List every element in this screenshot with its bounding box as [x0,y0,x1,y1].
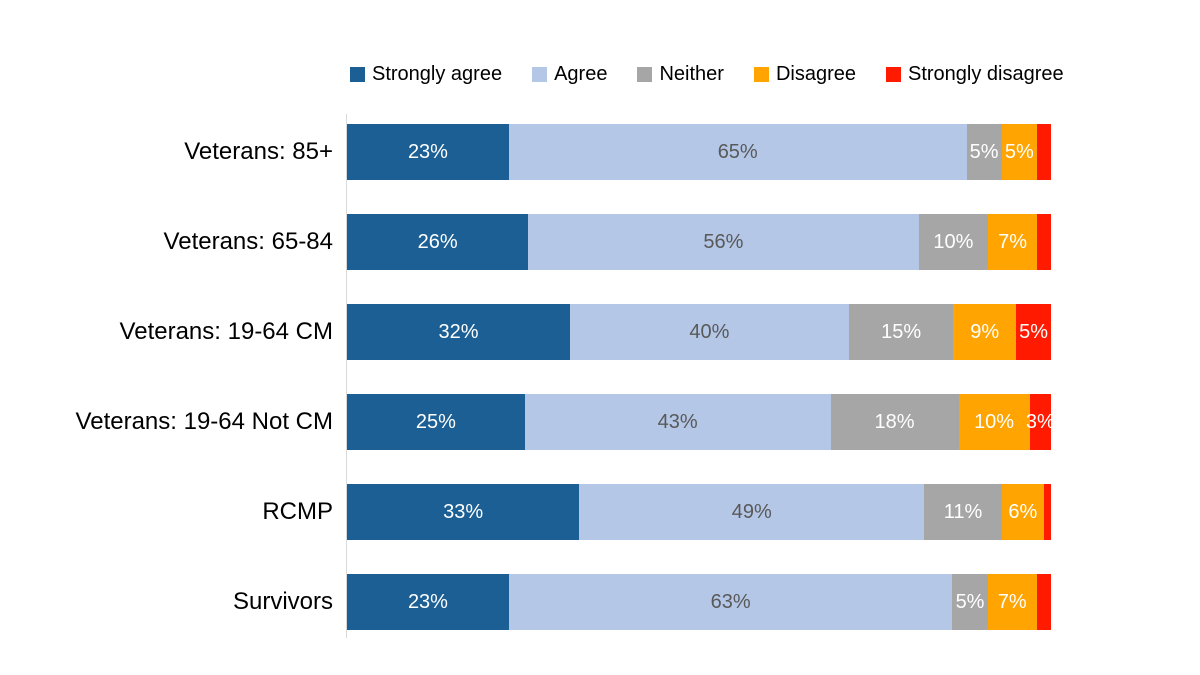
segment-neither: 5% [952,574,988,630]
segment-neither: 5% [966,124,1002,180]
legend-swatch-icon [753,66,769,82]
stacked-bar: 23% 65% 5% 5% [347,124,1051,180]
segment-agree: 49% [579,484,925,540]
segment-value-label: 10% [974,411,1015,433]
segment-agree: 43% [524,394,831,450]
segment-strongly-disagree [1036,574,1051,630]
segment-value-label: 33% [443,501,484,523]
category-label: Veterans: 65-84 [163,228,333,255]
segment-value-label: 5% [1019,321,1048,343]
stacked-bar: 32% 40% 15% 9% 5% [347,304,1051,360]
legend-item-strongly-disagree: Strongly disagree [885,63,1064,85]
segment-disagree: 6% [1001,484,1044,540]
segment-value-label: 6% [1008,501,1038,523]
segment-value-label: 15% [881,321,922,343]
segment-strongly-disagree [1037,214,1051,270]
segment-value-label: 40% [689,321,730,343]
segment-strongly-agree: 33% [347,484,580,540]
legend-swatch-icon [637,66,653,82]
category-label: RCMP [262,498,333,525]
segment-disagree: 7% [988,214,1038,270]
legend-swatch-icon [350,66,365,82]
segment-strongly-agree: 26% [347,214,529,270]
chart-row: Survivors 23% 63% 5% 7% [233,574,1051,630]
segment-value-label: 26% [417,231,458,253]
segment-disagree: 7% [987,574,1037,630]
segment-strongly-agree: 25% [347,394,525,450]
stacked-bar: 25% 43% 18% 10% 3% [347,394,1055,450]
y-axis-line [346,114,347,638]
plot-area: Veterans: 85+ 23% 65% 5% 5% Veterans: 65-84 26… [76,124,1055,630]
segment-value-label: 65% [717,141,758,163]
chart-row: Veterans: 65-84 26% 56% 10% 7% [164,214,1051,270]
category-label: Veterans: 85+ [184,138,333,165]
category-label: Survivors [232,588,333,615]
legend-item-strongly-agree: Strongly agree [350,64,502,84]
segment-agree: 56% [528,214,919,270]
stacked-bar: 33% 49% 11% 6% [347,484,1051,540]
chart-row: RCMP 33% 49% 11% 6% [262,484,1051,540]
segment-value-label: 7% [998,231,1028,253]
chart-row: Veterans: 85+ 23% 65% 5% 5% [184,124,1051,180]
legend-label: Strongly disagree [907,63,1064,85]
segment-strongly-disagree [1036,124,1051,180]
segment-value-label: 56% [703,231,744,253]
chart-row: Veterans: 19-64 CM 32% 40% 15% 9% 5% [120,304,1051,360]
segment-agree: 65% [508,124,967,180]
segment-value-label: 23% [407,141,448,163]
segment-value-label: 32% [438,321,479,343]
segment-value-label: 5% [955,591,985,613]
legend-item-neither: Neither [637,63,724,85]
segment-neither: 11% [924,484,1002,540]
segment-strongly-agree: 32% [347,304,571,360]
segment-strongly-disagree: 3% [1026,394,1055,450]
segment-value-label: 3% [1025,411,1055,433]
legend-item-agree: Agree [532,64,607,84]
segment-value-label: 5% [1004,141,1034,163]
segment-value-label: 49% [731,501,772,523]
legend-label: Neither [659,63,724,85]
category-label: Veterans: 19-64 CM [119,318,333,345]
legend-label: Agree [554,63,608,85]
segment-value-label: 5% [969,141,999,163]
category-label: Veterans: 19-64 Not CM [75,408,333,435]
segment-value-label: 63% [710,591,751,613]
segment-strongly-agree: 23% [347,124,509,180]
segment-value-label: 23% [407,591,448,613]
segment-disagree: 10% [958,394,1030,450]
segment-agree: 63% [508,574,953,630]
legend-label: Strongly agree [372,63,503,85]
segment-value-label: 10% [933,231,974,253]
segment-value-label: 18% [874,411,915,433]
segment-disagree: 5% [1001,124,1037,180]
segment-value-label: 43% [657,411,698,433]
segment-strongly-disagree: 5% [1016,304,1051,360]
segment-agree: 40% [570,304,849,360]
segment-disagree: 9% [953,304,1017,360]
segment-neither: 18% [830,394,959,450]
legend-swatch-icon [532,66,548,82]
segment-value-label: 11% [943,501,983,523]
segment-strongly-disagree [1043,484,1051,540]
segment-neither: 15% [848,304,954,360]
segment-strongly-agree: 23% [347,574,509,630]
stacked-bar: 26% 56% 10% 7% [347,214,1051,270]
segment-value-label: 9% [970,321,1000,343]
chart-row: Veterans: 19-64 Not CM 25% 43% 18% 10% 3% [76,394,1055,450]
stacked-bar: 23% 63% 5% 7% [347,574,1051,630]
legend-swatch-icon [885,66,901,82]
legend-item-disagree: Disagree [753,63,856,85]
legend: Strongly agree Agree Neither Disagree Strong… [350,64,1064,84]
segment-value-label: 7% [997,591,1027,613]
segment-neither: 10% [918,214,989,270]
segment-value-label: 25% [415,411,456,433]
legend-label: Disagree [775,63,856,85]
